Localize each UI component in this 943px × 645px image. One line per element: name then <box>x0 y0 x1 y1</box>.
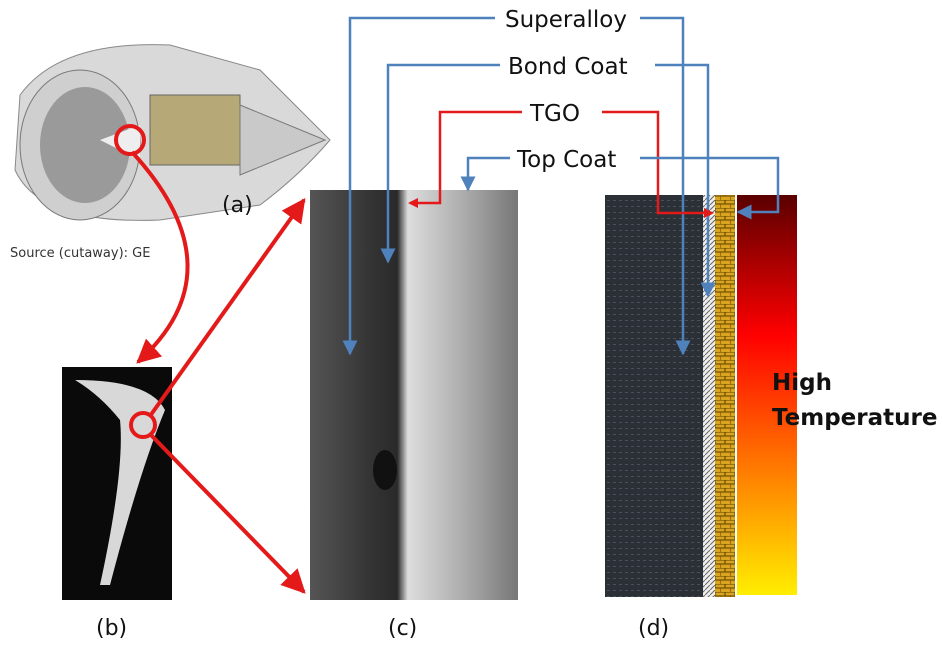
leader-arrow <box>640 16 691 356</box>
panel-label: (c) <box>388 616 417 641</box>
sem-feature <box>373 450 397 490</box>
engine-illustration <box>14 44 331 221</box>
leader-arrow <box>408 110 522 208</box>
top-coat-layer <box>715 195 735 597</box>
leader-arrow <box>640 156 780 220</box>
layer-label: Top Coat <box>516 147 616 173</box>
connector-arrow <box>130 150 190 364</box>
layer-label: TGO <box>529 101 580 127</box>
leader-arrow <box>655 63 716 298</box>
layer-label: Bond Coat <box>508 54 628 80</box>
superalloy-layer <box>605 195 703 597</box>
connector-arrow <box>148 432 306 594</box>
panel-label: (b) <box>96 616 127 641</box>
leader-arrow <box>342 16 495 356</box>
connector-arrow <box>148 198 306 418</box>
temperature-gradient <box>737 195 797 595</box>
panel-label: (d) <box>638 616 669 641</box>
sem-image <box>310 190 518 600</box>
blade <box>75 380 165 585</box>
source-note: Source (cutaway): GE <box>10 246 150 261</box>
leader-arrow <box>460 156 510 192</box>
leader-arrow <box>602 110 714 218</box>
high-temperature-label: High Temperature <box>772 370 937 431</box>
blade-circle <box>129 411 157 439</box>
leader-arrow <box>380 63 500 264</box>
layer-label: Superalloy <box>505 7 627 33</box>
panel-label: (a) <box>222 193 253 218</box>
